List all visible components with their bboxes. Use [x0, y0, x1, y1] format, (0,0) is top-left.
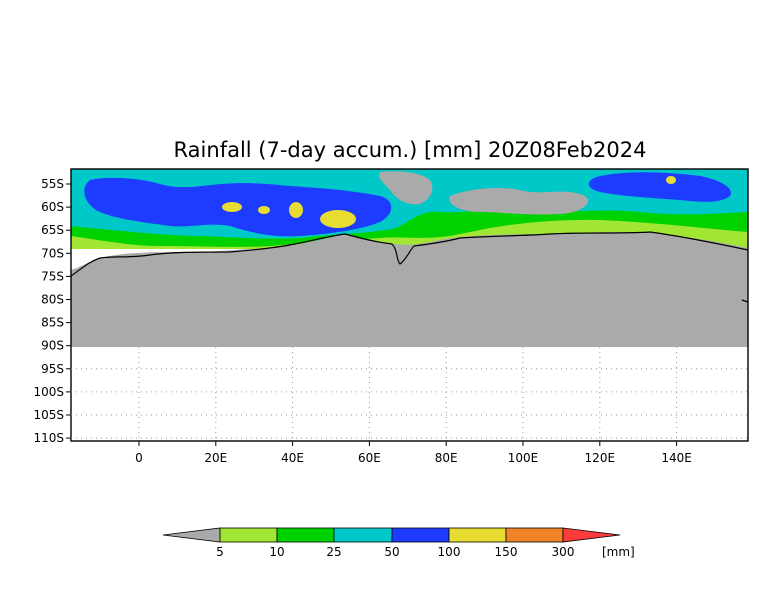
rain-cell-100mm	[222, 202, 242, 212]
rain-cell-100mm	[320, 210, 356, 228]
antarctic-coastline	[71, 231, 748, 277]
lat-tick-label: 105S	[33, 408, 64, 422]
lat-tick-label: 55S	[41, 177, 64, 191]
colorbar-label: 50	[384, 545, 399, 559]
lat-tick-label: 75S	[41, 269, 64, 283]
lon-tick-label: 40E	[281, 451, 304, 465]
coastline-segment	[741, 299, 748, 303]
map-frame	[70, 168, 749, 442]
lon-tick-label: 80E	[435, 451, 458, 465]
colorbar-label: 150	[495, 545, 518, 559]
lat-tick-label: 110S	[33, 431, 64, 445]
no-rain-area	[449, 188, 589, 215]
no-rain-area	[379, 171, 433, 205]
lon-tick-label: 120E	[585, 451, 616, 465]
colorbar-segment-150-300	[505, 527, 564, 543]
lat-tick-label: 60S	[41, 200, 64, 214]
lon-tick-label: 100E	[508, 451, 539, 465]
latitude-axis: 55S 60S 65S 70S 75S 80S 85S 90S 95S 100S 105S 110S	[33, 177, 71, 445]
map-gridlines	[71, 347, 748, 441]
colorbar-segment-25-50	[333, 527, 393, 543]
lat-tick-label: 80S	[41, 293, 64, 307]
antarctic-land-mask	[71, 232, 748, 347]
colorbar-label: 10	[269, 545, 284, 559]
map-panel: 55S60S65S70S75S80S85S90S95S100S105S110S …	[33, 168, 749, 465]
colorbar-units: [mm]	[602, 545, 635, 559]
lon-tick-label: 60E	[358, 451, 381, 465]
lon-tick-label: 20E	[204, 451, 227, 465]
colorbar-label: 300	[552, 545, 575, 559]
colorbar-label: 25	[326, 545, 341, 559]
colorbar-segment-5-10	[219, 527, 278, 543]
longitude-axis: 0 20E 40E 60E 80E 100E 120E 140E	[135, 441, 692, 465]
lon-tick-label: 140E	[661, 451, 692, 465]
lat-tick-label: 70S	[41, 246, 64, 260]
colorbar-segment-100-150	[448, 527, 507, 543]
rain-cell-100mm	[666, 176, 676, 184]
colorbar-label: 100	[438, 545, 461, 559]
lat-tick-label: 85S	[41, 316, 64, 330]
colorbar-segment-50-100	[391, 527, 450, 543]
lat-tick-label: 90S	[41, 339, 64, 353]
lat-tick-label: 95S	[41, 362, 64, 376]
rain-cell-100mm	[258, 206, 270, 214]
colorbar-label: 5	[216, 545, 224, 559]
beyond-pole-blank	[72, 347, 747, 440]
lon-tick-label: 0	[135, 451, 143, 465]
rain-band-50mm-east	[588, 172, 731, 202]
colorbar: 5 10 25 50 100 150 300 [mm]	[162, 527, 635, 559]
colorbar-segment-10-25	[276, 527, 335, 543]
lat-tick-label: 100S	[33, 385, 64, 399]
colorbar-above-triangle	[562, 527, 621, 543]
colorbar-below-triangle	[162, 527, 221, 543]
rain-cell-100mm	[289, 202, 303, 218]
map-title: Rainfall (7-day accum.) [mm] 20Z08Feb202…	[174, 138, 647, 162]
lat-tick-label: 65S	[41, 223, 64, 237]
